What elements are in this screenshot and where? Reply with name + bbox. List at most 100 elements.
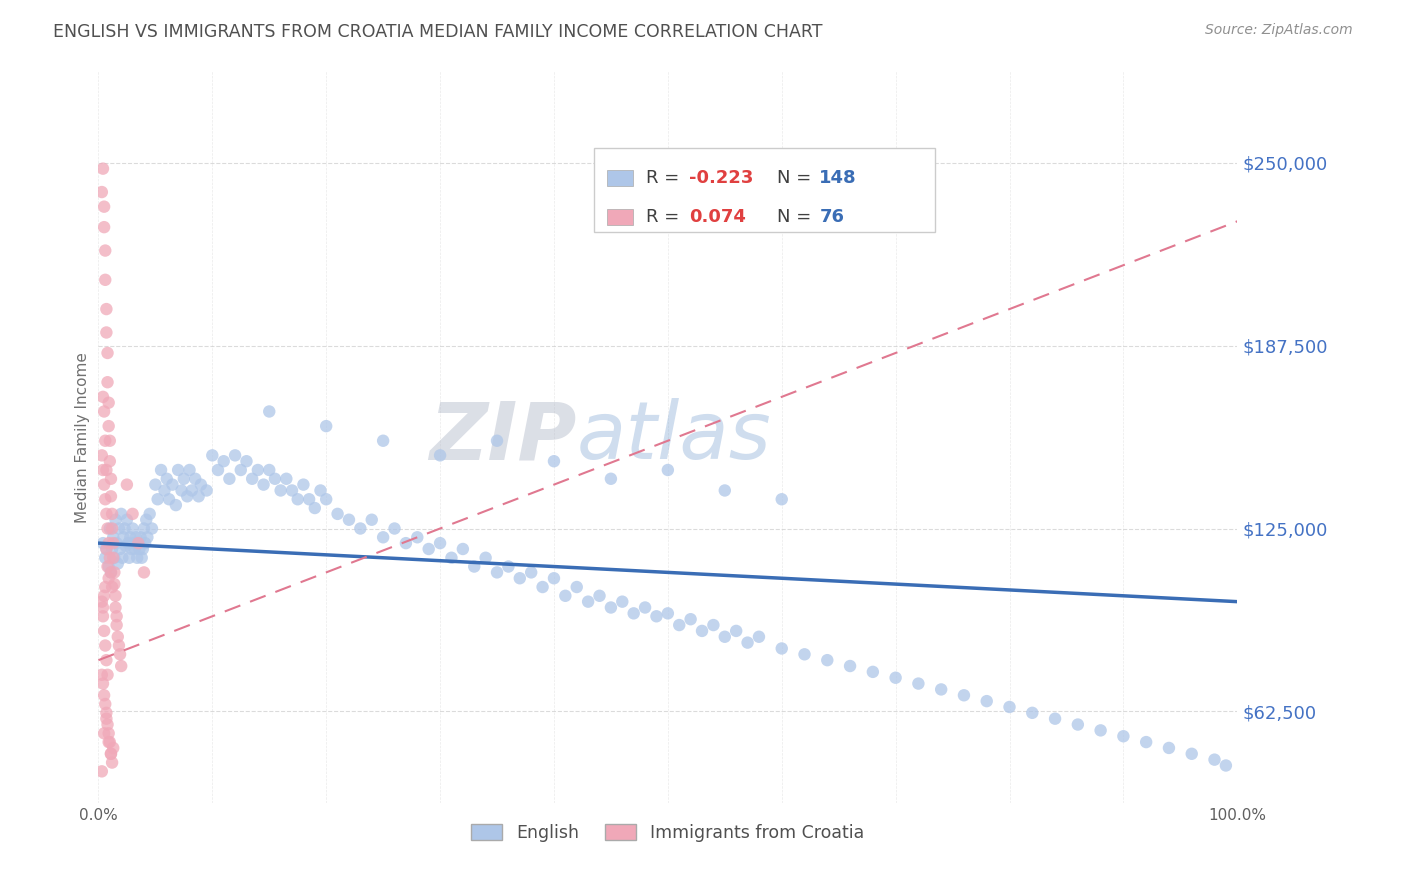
Point: [96, 706, 118, 720]
Point: [96, 541, 118, 556]
Point: [97, 559, 120, 574]
Point: [690, 624, 713, 638]
Point: [90, 449, 112, 463]
Point: [326, 507, 349, 521]
Text: -0.223: -0.223: [689, 169, 754, 186]
Point: [101, 756, 124, 770]
Point: [998, 700, 1021, 714]
Point: [384, 521, 406, 535]
Point: [406, 530, 429, 544]
Point: [96, 326, 118, 340]
Point: [292, 477, 315, 491]
Point: [145, 477, 167, 491]
Point: [498, 559, 520, 574]
Point: [252, 477, 274, 491]
Point: [96, 521, 118, 535]
Text: R =: R =: [647, 208, 685, 227]
Point: [395, 536, 418, 550]
Point: [105, 536, 128, 550]
Point: [101, 541, 124, 556]
Point: [108, 541, 131, 556]
Point: [304, 501, 326, 516]
Point: [1181, 747, 1204, 761]
Point: [520, 566, 543, 580]
Point: [315, 419, 337, 434]
Point: [90, 185, 112, 199]
Point: [531, 580, 554, 594]
Point: [509, 571, 531, 585]
Point: [93, 477, 115, 491]
Point: [246, 463, 269, 477]
Point: [184, 472, 207, 486]
Point: [218, 472, 240, 486]
Point: [103, 550, 125, 565]
Point: [190, 477, 212, 491]
Point: [1090, 723, 1112, 738]
Point: [600, 600, 623, 615]
Text: 76: 76: [820, 208, 845, 227]
Point: [371, 434, 394, 448]
Point: [94, 550, 117, 565]
Point: [1204, 753, 1226, 767]
Point: [770, 641, 793, 656]
Point: [702, 618, 724, 632]
FancyBboxPatch shape: [593, 148, 935, 232]
Point: [97, 726, 120, 740]
Text: Source: ZipAtlas.com: Source: ZipAtlas.com: [1205, 23, 1353, 37]
Point: [146, 492, 169, 507]
Point: [907, 676, 929, 690]
Point: [884, 671, 907, 685]
Point: [224, 449, 246, 463]
Point: [179, 463, 201, 477]
Point: [94, 434, 117, 448]
Point: [276, 472, 298, 486]
Point: [281, 483, 304, 498]
Point: [657, 607, 679, 621]
Point: [229, 463, 252, 477]
Point: [97, 395, 120, 409]
Point: [167, 463, 190, 477]
Text: N =: N =: [778, 208, 817, 227]
Point: [117, 536, 139, 550]
Y-axis label: Median Family Income: Median Family Income: [75, 351, 90, 523]
Point: [94, 580, 117, 594]
Point: [97, 536, 120, 550]
Point: [170, 483, 193, 498]
Point: [543, 454, 565, 468]
Point: [309, 483, 332, 498]
Point: [96, 375, 118, 389]
Text: 0.074: 0.074: [689, 208, 747, 227]
Point: [176, 489, 198, 503]
Point: [97, 419, 120, 434]
Point: [668, 618, 690, 632]
Point: [165, 498, 187, 512]
Text: atlas: atlas: [576, 398, 772, 476]
Point: [96, 541, 118, 556]
Point: [103, 740, 125, 755]
Point: [815, 653, 838, 667]
Point: [737, 635, 759, 649]
Point: [440, 550, 463, 565]
Point: [287, 492, 309, 507]
Point: [100, 747, 122, 761]
Point: [103, 566, 125, 580]
Point: [91, 676, 114, 690]
Point: [418, 541, 440, 556]
Point: [1067, 717, 1090, 731]
Point: [543, 571, 565, 585]
Point: [173, 472, 195, 486]
Point: [90, 764, 112, 779]
Point: [127, 536, 149, 550]
Point: [141, 521, 163, 535]
Point: [94, 639, 117, 653]
Point: [96, 667, 118, 682]
Point: [93, 726, 115, 740]
Point: [120, 541, 142, 556]
Text: ZIP: ZIP: [429, 398, 576, 476]
Point: [298, 492, 321, 507]
Point: [91, 600, 114, 615]
Point: [96, 302, 118, 317]
Point: [110, 507, 132, 521]
Point: [153, 483, 176, 498]
Point: [138, 507, 160, 521]
